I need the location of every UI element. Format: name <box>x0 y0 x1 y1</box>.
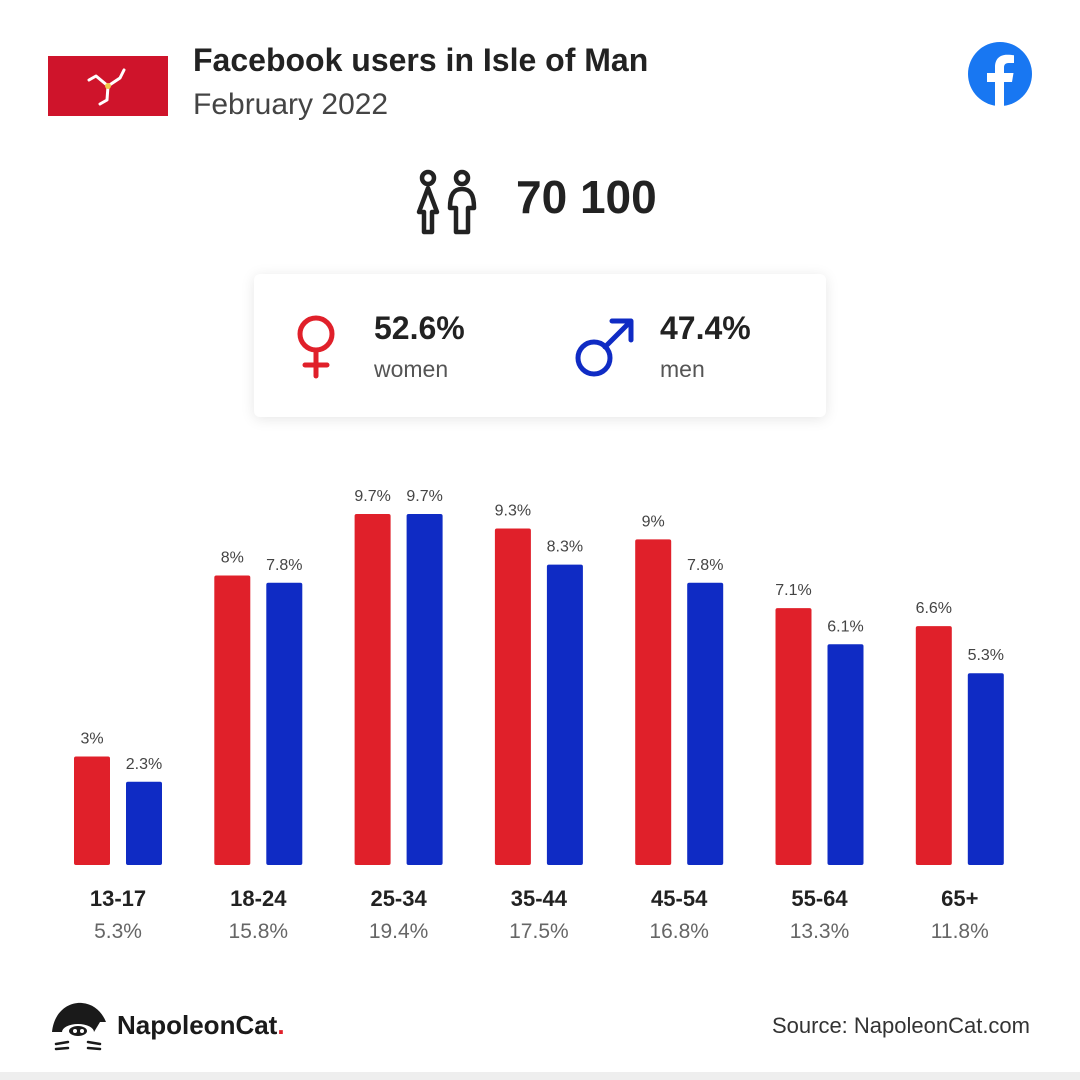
facebook-logo-icon <box>968 42 1032 106</box>
female-symbol-icon <box>297 315 335 379</box>
bar-value-label: 3% <box>80 730 103 747</box>
bar-value-label: 7.8% <box>266 557 302 574</box>
napoleoncat-brand-name: NapoleonCat. <box>117 1010 285 1041</box>
bar-25-34-series-0 <box>354 514 391 865</box>
bar-45-54-series-0 <box>635 539 672 865</box>
bar-65+-series-1 <box>967 673 1004 865</box>
age-group-label: 18-24 <box>230 886 287 911</box>
bar-value-label: 9.7% <box>406 488 442 505</box>
male-symbol-icon <box>575 318 634 377</box>
bar-65+-series-0 <box>915 626 952 865</box>
bar-value-label: 9% <box>642 513 665 530</box>
bar-18-24-series-1 <box>266 582 303 865</box>
source-text: Source: NapoleonCat.com <box>771 1013 1030 1038</box>
age-group-label: 45-54 <box>651 886 708 911</box>
women-percentage: 52.6% <box>374 310 465 346</box>
bar-value-label: 5.3% <box>968 647 1004 664</box>
bar-35-44-series-1 <box>546 564 583 865</box>
age-group-total: 13.3% <box>790 920 850 943</box>
bar-45-54-series-1 <box>687 582 724 865</box>
women-label: women <box>374 356 449 382</box>
age-group-total: 17.5% <box>509 920 569 943</box>
men-label: men <box>660 356 705 382</box>
isle-of-man-flag-icon <box>48 56 168 116</box>
bottom-strip <box>0 1072 1080 1080</box>
bar-13-17-series-0 <box>74 756 110 865</box>
bar-25-34-series-1 <box>406 514 443 865</box>
age-group-label: 35-44 <box>511 886 568 911</box>
napoleoncat-logo-icon <box>52 1002 106 1051</box>
bar-18-24-series-0 <box>214 575 251 865</box>
bar-value-label: 7.8% <box>687 557 723 574</box>
age-group-total: 16.8% <box>649 920 709 943</box>
bar-value-label: 9.7% <box>354 488 390 505</box>
page-title: Facebook users in Isle of Man <box>193 42 649 78</box>
age-group-label: 55-64 <box>791 886 848 911</box>
age-group-label: 25-34 <box>370 886 427 911</box>
age-gender-bar-chart: 3% 2.3% 13-17 5.3% 8% 7.8% 18-24 15.8% 9.7% 9.7% 2… <box>74 488 1004 943</box>
bar-value-label: 6.1% <box>827 618 863 635</box>
page-subtitle: February 2022 <box>193 88 389 121</box>
brand-name-text: NapoleonCat <box>117 1010 278 1040</box>
age-group-total: 11.8% <box>931 920 989 943</box>
bar-value-label: 2.3% <box>126 756 162 773</box>
bar-55-64-series-0 <box>775 608 812 865</box>
age-group-label: 65+ <box>941 886 978 911</box>
gender-summary-card: 52.6% women 47.4% men <box>254 274 826 417</box>
bar-13-17-series-1 <box>126 781 162 865</box>
bar-value-label: 7.1% <box>775 582 811 599</box>
age-group-total: 15.8% <box>229 920 289 943</box>
bar-value-label: 6.6% <box>916 600 952 617</box>
bar-value-label: 8% <box>221 550 244 567</box>
total-users: 70 100 <box>516 171 657 223</box>
bar-35-44-series-0 <box>494 528 531 865</box>
bar-value-label: 8.3% <box>547 539 583 556</box>
bar-55-64-series-1 <box>827 644 864 865</box>
age-group-total: 5.3% <box>94 920 142 943</box>
age-group-total: 19.4% <box>369 920 429 943</box>
age-group-label: 13-17 <box>90 886 146 911</box>
bar-value-label: 9.3% <box>495 502 531 519</box>
brand-name-dot: . <box>277 1010 285 1040</box>
users-icon <box>416 169 477 235</box>
men-percentage: 47.4% <box>660 310 751 346</box>
